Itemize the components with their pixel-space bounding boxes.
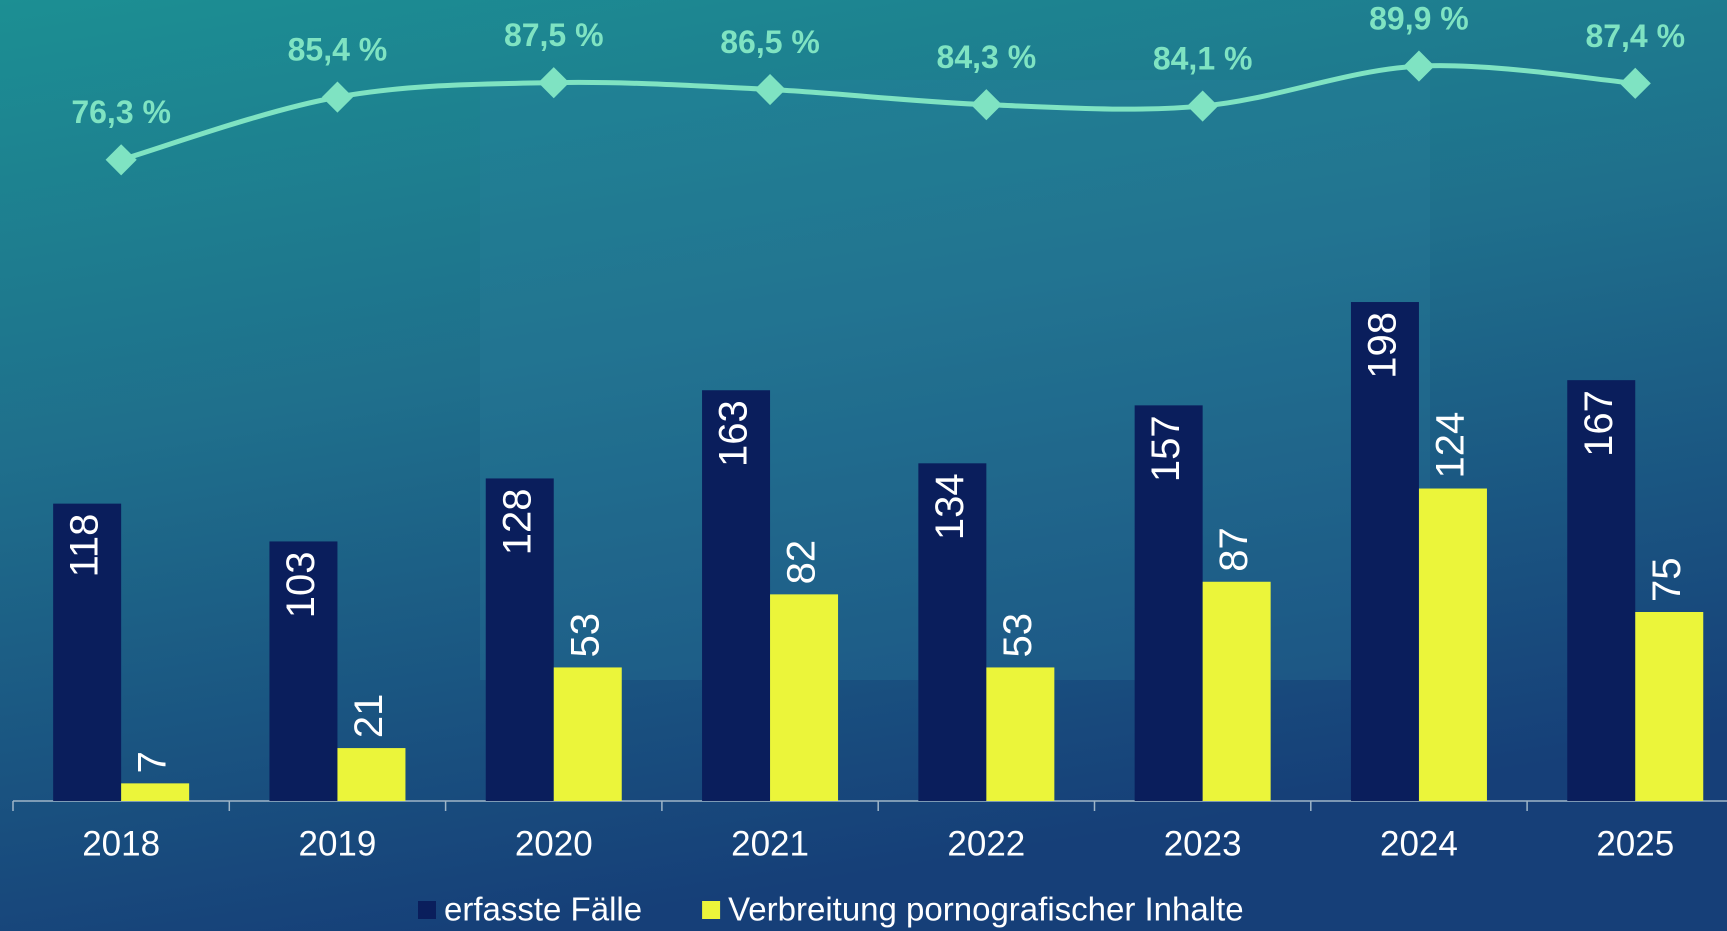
bar bbox=[554, 667, 622, 801]
x-tick-label: 2019 bbox=[299, 824, 377, 863]
line-value-label: 84,1 % bbox=[1153, 41, 1253, 77]
bar-value-label: 134 bbox=[928, 473, 972, 540]
bar-value-label: 7 bbox=[131, 751, 175, 773]
chart: 2018 2019 2020 2021 2022 2023 2024 2025 118 103 12… bbox=[0, 0, 1727, 931]
legend-label: Verbreitung pornografischer Inhalte bbox=[728, 891, 1244, 928]
line-value-label: 86,5 % bbox=[720, 24, 820, 60]
bar-value-label: 103 bbox=[279, 551, 323, 618]
x-tick-label: 2023 bbox=[1164, 824, 1242, 863]
bar-value-label: 82 bbox=[780, 540, 824, 585]
line-value-label: 84,3 % bbox=[937, 39, 1037, 75]
line-value-label: 87,4 % bbox=[1585, 18, 1685, 54]
legend-swatch bbox=[418, 901, 436, 919]
x-tick-label: 2022 bbox=[947, 824, 1025, 863]
x-tick-label: 2021 bbox=[731, 824, 809, 863]
x-tick-label: 2025 bbox=[1596, 824, 1674, 863]
bar-value-label: 118 bbox=[63, 514, 107, 578]
bar-value-label: 53 bbox=[996, 613, 1040, 658]
x-tick-label: 2020 bbox=[515, 824, 593, 863]
bar-value-label: 198 bbox=[1361, 312, 1405, 379]
bar bbox=[770, 594, 838, 801]
bar-value-label: 75 bbox=[1645, 558, 1689, 603]
bar-value-label: 128 bbox=[495, 488, 539, 555]
bar bbox=[1635, 612, 1703, 801]
bar-value-label: 53 bbox=[563, 613, 607, 658]
bar bbox=[1419, 489, 1487, 801]
x-tick-label: 2018 bbox=[82, 824, 160, 863]
line-value-label: 85,4 % bbox=[288, 32, 388, 68]
bar-value-label: 163 bbox=[712, 400, 756, 467]
legend-label: erfasste Fälle bbox=[444, 891, 642, 928]
bar-value-label: 124 bbox=[1429, 412, 1473, 479]
bar-value-label: 87 bbox=[1212, 527, 1256, 572]
x-tick-label: 2024 bbox=[1380, 824, 1458, 863]
bar bbox=[1203, 582, 1271, 801]
line-value-label: 89,9 % bbox=[1369, 1, 1469, 37]
bar bbox=[121, 783, 189, 801]
line-value-label: 87,5 % bbox=[504, 17, 604, 53]
bar-value-label: 157 bbox=[1144, 415, 1188, 482]
line-value-label: 76,3 % bbox=[71, 94, 171, 130]
bar bbox=[986, 667, 1054, 801]
bar bbox=[337, 748, 405, 801]
bar-value-label: 167 bbox=[1577, 390, 1621, 457]
legend-swatch bbox=[702, 901, 720, 919]
bar-value-label: 21 bbox=[347, 694, 391, 739]
